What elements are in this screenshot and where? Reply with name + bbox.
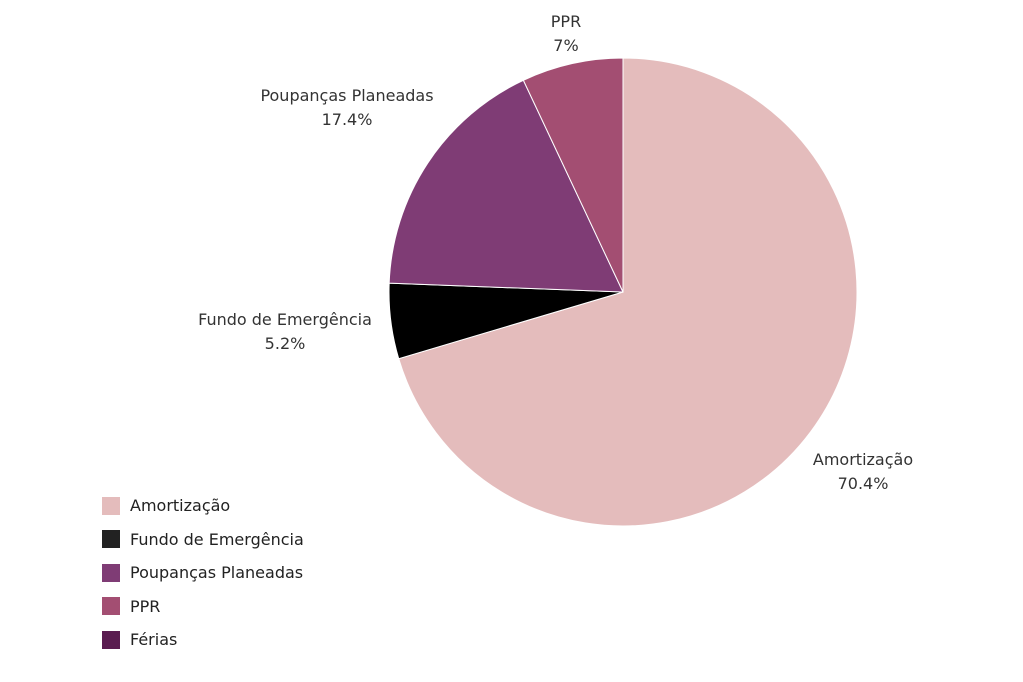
label-value: 70.4%: [837, 474, 889, 493]
pie-slice-3[interactable]: [522, 57, 624, 293]
label-fundo: Fundo de Emergência 5.2%: [155, 308, 415, 356]
legend-label: Fundo de Emergência: [130, 529, 304, 549]
legend-swatch: [102, 563, 120, 582]
label-poupancas: Poupanças Planeadas 17.4%: [217, 84, 477, 132]
label-name: PPR: [550, 12, 582, 31]
legend-item[interactable]: PPR: [102, 590, 304, 624]
legend-swatch: [102, 530, 120, 549]
label-ppr: PPR 7%: [436, 10, 696, 58]
label-value: 7%: [553, 36, 579, 55]
legend-label: Férias: [130, 630, 178, 650]
legend-swatch: [102, 630, 120, 649]
legend-swatch: [102, 496, 120, 515]
legend-label: Amortização: [130, 496, 231, 516]
label-value: 5.2%: [264, 334, 306, 353]
pie-slice-0[interactable]: [398, 57, 858, 527]
label-name: Fundo de Emergência: [198, 310, 372, 329]
legend: Amortização Fundo de Emergência Poupança…: [102, 489, 304, 657]
legend-swatch: [102, 597, 120, 616]
legend-item[interactable]: Amortização: [102, 489, 304, 523]
label-name: Poupanças Planeadas: [260, 86, 434, 105]
legend-label: PPR: [130, 596, 161, 616]
label-name: Amortização: [812, 450, 914, 469]
legend-item[interactable]: Férias: [102, 623, 304, 657]
pie-slice-2[interactable]: [388, 79, 624, 293]
legend-item[interactable]: Poupanças Planeadas: [102, 556, 304, 590]
legend-label: Poupanças Planeadas: [130, 563, 304, 583]
legend-item[interactable]: Fundo de Emergência: [102, 523, 304, 557]
label-amortizacao: Amortização 70.4%: [733, 448, 993, 496]
label-value: 17.4%: [321, 110, 373, 129]
